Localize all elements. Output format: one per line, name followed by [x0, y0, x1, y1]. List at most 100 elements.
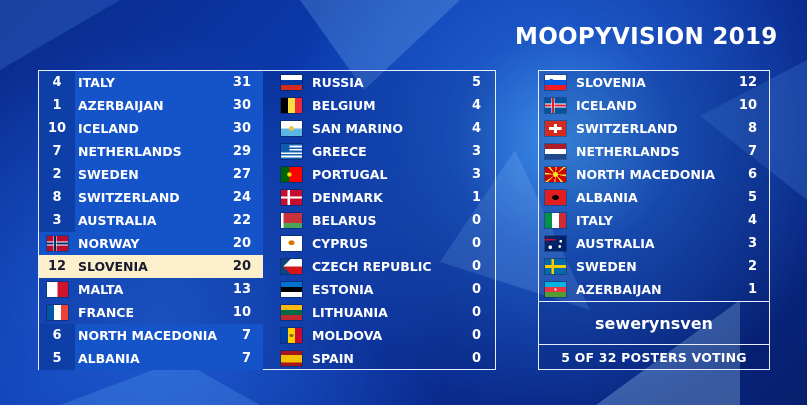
- scoreboard-bottom-column: RUSSIA 5 BELGIUM 4 SAN MARINO 4 GREECE 3 PORTUGA…: [275, 71, 493, 370]
- switzerland-flag-icon: [545, 121, 566, 136]
- vote-row: AUSTRALIA 3: [539, 232, 769, 255]
- sanmarino-flag-icon: [281, 121, 302, 136]
- vote-row: SLOVENIA 12: [539, 71, 769, 94]
- total-points: 29: [232, 144, 251, 159]
- votes-panel: SLOVENIA 12 ICELAND 10 SWITZERLAND 8 NETHERLAN…: [538, 70, 770, 370]
- points-awarded: 6: [747, 167, 757, 182]
- scoreboard-row: 1 AZERBAIJAN 30: [39, 94, 263, 117]
- estonia-flag-icon: [281, 282, 302, 297]
- vote-row: ITALY 4: [539, 209, 769, 232]
- total-points: 13: [232, 282, 251, 297]
- country-name: ITALY: [576, 213, 613, 228]
- denmark-flag-icon: [281, 190, 302, 205]
- points-received-badge: 5: [39, 347, 75, 370]
- netherlands-flag-icon: [545, 144, 566, 159]
- country-name: SLOVENIA: [78, 259, 148, 274]
- country-name: NORWAY: [78, 236, 140, 251]
- country-name: AZERBAIJAN: [576, 282, 662, 297]
- scoreboard-row: GREECE 3: [275, 140, 493, 163]
- points-awarded: 3: [747, 236, 757, 251]
- country-name: NORTH MACEDONIA: [78, 328, 218, 343]
- scoreboard-row: LITHUANIA 0: [275, 301, 493, 324]
- divider: [539, 344, 769, 345]
- total-points: 4: [471, 98, 481, 113]
- belarus-flag-icon: [281, 213, 302, 228]
- total-points: 0: [471, 236, 481, 251]
- points-awarded: 1: [747, 282, 757, 297]
- country-name: SPAIN: [312, 351, 354, 366]
- total-points: 3: [471, 144, 481, 159]
- scoreboard-row: SPAIN 0: [275, 347, 493, 370]
- country-name: CZECH REPUBLIC: [312, 259, 432, 274]
- country-name: ALBANIA: [576, 190, 638, 205]
- scoreboard-row: NORWAY 20: [39, 232, 263, 255]
- country-name: BELGIUM: [312, 98, 376, 113]
- total-points: 4: [471, 121, 481, 136]
- rank-cell: [39, 232, 75, 255]
- country-name: ICELAND: [576, 98, 637, 113]
- scoreboard-row: 10 ICELAND 30: [39, 117, 263, 140]
- scoreboard-row: CYPRUS 0: [275, 232, 493, 255]
- country-name: ESTONIA: [312, 282, 374, 297]
- vote-row: AZERBAIJAN 1: [539, 278, 769, 301]
- points-awarded: 2: [747, 259, 757, 274]
- total-points: 0: [471, 305, 481, 320]
- total-points: 1: [471, 190, 481, 205]
- country-name: DENMARK: [312, 190, 383, 205]
- total-points: 5: [471, 75, 481, 90]
- scoreboard-row: DENMARK 1: [275, 186, 493, 209]
- scoreboard-row: 4 ITALY 31: [39, 71, 263, 94]
- vote-row: NETHERLANDS 7: [539, 140, 769, 163]
- scoreboard-row: BELARUS 0: [275, 209, 493, 232]
- points-awarded: 10: [738, 98, 757, 113]
- total-points: 0: [471, 351, 481, 366]
- points-awarded: 8: [747, 121, 757, 136]
- slovenia-flag-icon: [545, 75, 566, 90]
- country-name: MOLDOVA: [312, 328, 383, 343]
- country-name: SLOVENIA: [576, 75, 646, 90]
- scoreboard-row: 3 AUSTRALIA 22: [39, 209, 263, 232]
- background-shard: [0, 0, 120, 70]
- country-name: FRANCE: [78, 305, 135, 320]
- total-points: 20: [232, 236, 251, 251]
- total-points: 30: [232, 98, 251, 113]
- belgium-flag-icon: [281, 98, 302, 113]
- rank-cell: [39, 278, 75, 301]
- country-name: SWEDEN: [78, 167, 139, 182]
- vote-row: SWEDEN 2: [539, 255, 769, 278]
- russia-flag-icon: [281, 75, 302, 90]
- country-name: ICELAND: [78, 121, 139, 136]
- country-name: SWITZERLAND: [78, 190, 180, 205]
- scoreboard-row: MOLDOVA 0: [275, 324, 493, 347]
- scoreboard-row: FRANCE 10: [39, 301, 263, 324]
- points-received-badge: 4: [39, 71, 75, 94]
- country-name: RUSSIA: [312, 75, 364, 90]
- country-name: CYPRUS: [312, 236, 369, 251]
- total-points: 7: [241, 328, 251, 343]
- show-title: MOOPYVISION 2019: [515, 24, 778, 50]
- scoreboard-row: 8 SWITZERLAND 24: [39, 186, 263, 209]
- voting-status: 5 OF 32 POSTERS VOTING: [561, 349, 747, 365]
- total-points: 20: [232, 259, 251, 274]
- scoreboard-row: PORTUGAL 3: [275, 163, 493, 186]
- portugal-flag-icon: [281, 167, 302, 182]
- country-name: LITHUANIA: [312, 305, 388, 320]
- scoreboard-row: SAN MARINO 4: [275, 117, 493, 140]
- points-received-badge: 1: [39, 94, 75, 117]
- scoreboard-row: RUSSIA 5: [275, 71, 493, 94]
- points-awarded: 5: [747, 190, 757, 205]
- country-name: ALBANIA: [78, 351, 140, 366]
- total-points: 7: [241, 351, 251, 366]
- azerbaijan-flag-icon: [545, 282, 566, 297]
- malta-flag-icon: [46, 282, 68, 297]
- country-name: NETHERLANDS: [78, 144, 182, 159]
- country-name: SWITZERLAND: [576, 121, 678, 136]
- total-points: 0: [471, 259, 481, 274]
- divider: [539, 301, 769, 302]
- vote-row: SWITZERLAND 8: [539, 117, 769, 140]
- country-name: PORTUGAL: [312, 167, 388, 182]
- vote-row: NORTH MACEDONIA 6: [539, 163, 769, 186]
- greece-flag-icon: [281, 144, 302, 159]
- country-name: SWEDEN: [576, 259, 637, 274]
- points-received-badge: 3: [39, 209, 75, 232]
